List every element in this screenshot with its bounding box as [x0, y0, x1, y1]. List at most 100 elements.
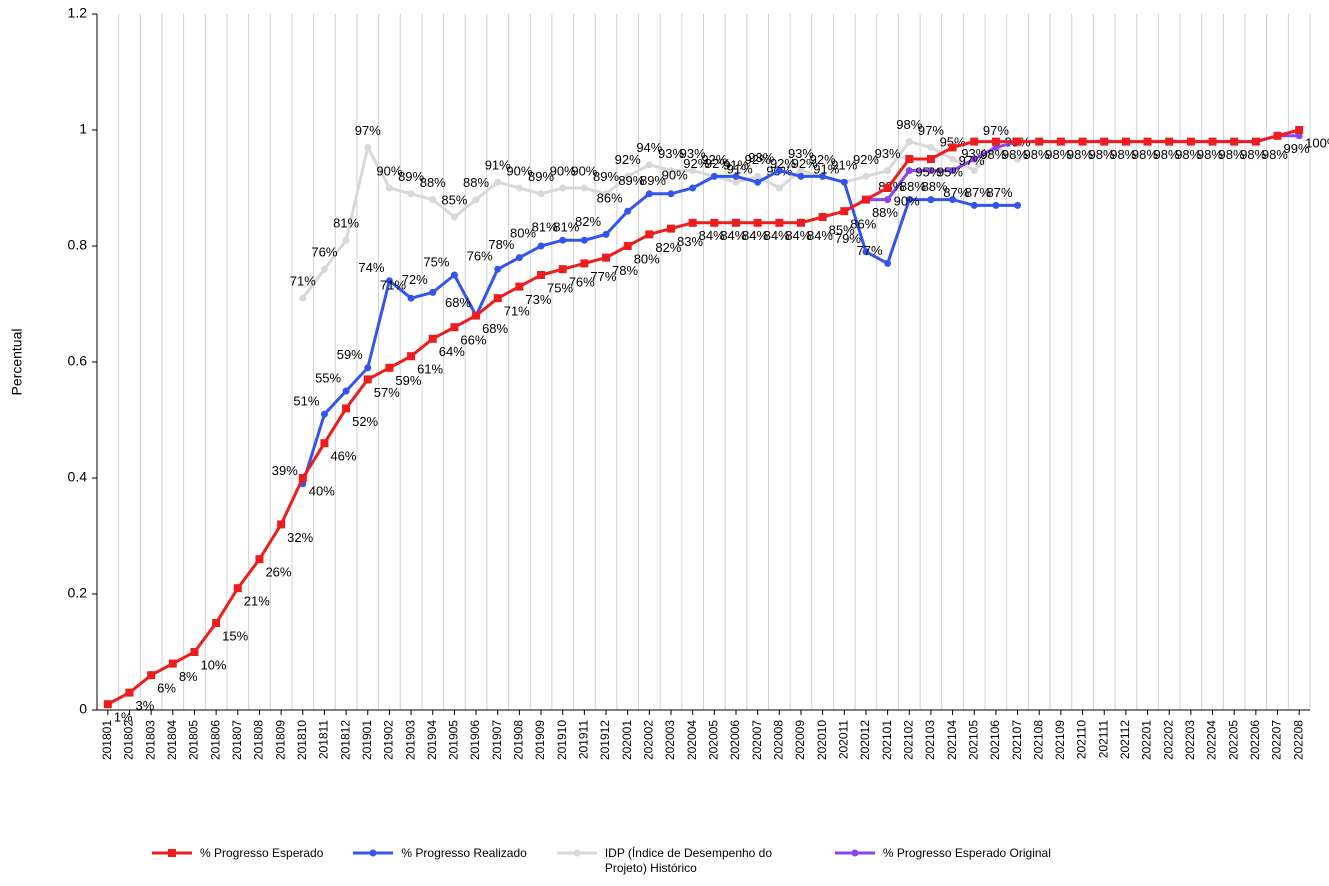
x-tick-label: 201904	[425, 720, 439, 760]
data-label: 86%	[850, 217, 876, 232]
y-tick-label: 0.4	[68, 469, 88, 485]
point	[559, 236, 567, 244]
legend-label: IDP (Índice de Desempenho do Projeto) Hi…	[604, 846, 773, 875]
data-label: 72%	[402, 272, 428, 287]
x-tick-label: 202202	[1161, 720, 1175, 760]
point	[905, 138, 913, 146]
data-label: 84%	[699, 228, 725, 243]
point	[1273, 131, 1282, 140]
point	[861, 195, 870, 204]
data-label: 52%	[352, 414, 378, 429]
data-label: 90%	[571, 163, 597, 178]
data-label: 93%	[961, 146, 987, 161]
data-label: 88%	[900, 179, 926, 194]
data-label: 95%	[915, 164, 941, 179]
point	[342, 387, 350, 395]
point	[927, 196, 935, 204]
x-tick-label: 202206	[1248, 720, 1262, 760]
data-label: 87%	[987, 185, 1013, 200]
x-tick-label: 202009	[793, 720, 807, 760]
legend-item: % Progresso Realizado	[351, 846, 527, 861]
y-tick-label: 0.2	[68, 585, 88, 601]
data-label: 91%	[723, 158, 749, 173]
point	[927, 143, 935, 151]
x-tick-label: 202207	[1270, 720, 1284, 760]
point	[602, 190, 610, 198]
point	[407, 294, 415, 302]
data-label: 98%	[980, 147, 1006, 162]
data-label: 77%	[590, 269, 616, 284]
point	[103, 700, 112, 709]
point	[623, 242, 632, 250]
point	[1295, 126, 1304, 134]
x-tick-label: 202101	[880, 720, 894, 760]
point	[1295, 132, 1303, 140]
x-tick-label: 202109	[1053, 720, 1067, 760]
x-tick-label: 202201	[1140, 720, 1154, 760]
point	[299, 294, 307, 302]
data-label: 97%	[983, 123, 1009, 138]
point	[212, 619, 221, 627]
data-label: 90%	[894, 193, 920, 208]
point	[515, 184, 523, 192]
point	[927, 167, 935, 175]
point	[624, 207, 632, 215]
point	[884, 196, 892, 204]
data-label: 97%	[355, 123, 381, 138]
point	[407, 352, 416, 361]
point	[277, 520, 286, 529]
data-label: 89%	[640, 173, 666, 188]
point	[320, 410, 328, 418]
point	[731, 218, 740, 227]
data-label: 87%	[943, 185, 969, 200]
data-label: 61%	[417, 362, 443, 377]
data-label: 90%	[506, 163, 532, 178]
data-label: 91%	[727, 162, 753, 177]
point	[1143, 137, 1152, 146]
point	[905, 167, 913, 175]
x-tick-label: 202004	[685, 720, 699, 760]
data-label: 90%	[662, 167, 688, 182]
point	[407, 190, 415, 198]
x-tick-label: 201803	[143, 720, 157, 760]
series: 71%76%81%97%90%89%88%85%88%91%90%89%90%9…	[290, 117, 1031, 302]
data-label: 90%	[376, 163, 402, 178]
point	[494, 265, 502, 273]
y-axis-label: Percentual	[9, 329, 25, 396]
data-label: 92%	[810, 152, 836, 167]
point	[363, 375, 372, 384]
point	[1251, 137, 1260, 146]
point	[732, 178, 740, 186]
x-tick-label: 201806	[208, 720, 222, 760]
data-label: 98%	[1024, 147, 1050, 162]
legend-label: % Progresso Realizado	[401, 846, 527, 860]
point	[688, 218, 697, 227]
data-label: 75%	[547, 280, 573, 295]
data-label: 73%	[525, 292, 551, 307]
x-tick-label: 202006	[728, 720, 742, 760]
data-label: 97%	[918, 123, 944, 138]
x-tick-label: 202012	[858, 720, 872, 760]
data-label: 98%	[1132, 147, 1158, 162]
data-label: 10%	[200, 657, 226, 672]
x-tick-label: 201905	[447, 720, 461, 760]
point	[949, 196, 957, 204]
x-tick-label: 201807	[230, 720, 244, 760]
data-label: 98%	[1197, 147, 1223, 162]
point	[970, 137, 979, 146]
point	[342, 236, 350, 244]
point	[580, 259, 589, 268]
x-tick-label: 201812	[338, 720, 352, 760]
data-label: 87%	[965, 185, 991, 200]
data-label: 84%	[785, 228, 811, 243]
x-tick-label: 202112	[1118, 720, 1132, 759]
point	[992, 143, 1000, 151]
x-tick-label: 202203	[1183, 720, 1197, 760]
data-label: 71%	[290, 274, 316, 289]
point	[580, 236, 588, 244]
point	[710, 218, 719, 227]
data-label: 84%	[720, 228, 746, 243]
data-label: 90%	[550, 163, 576, 178]
point	[905, 155, 914, 163]
data-label: 98%	[1240, 147, 1266, 162]
